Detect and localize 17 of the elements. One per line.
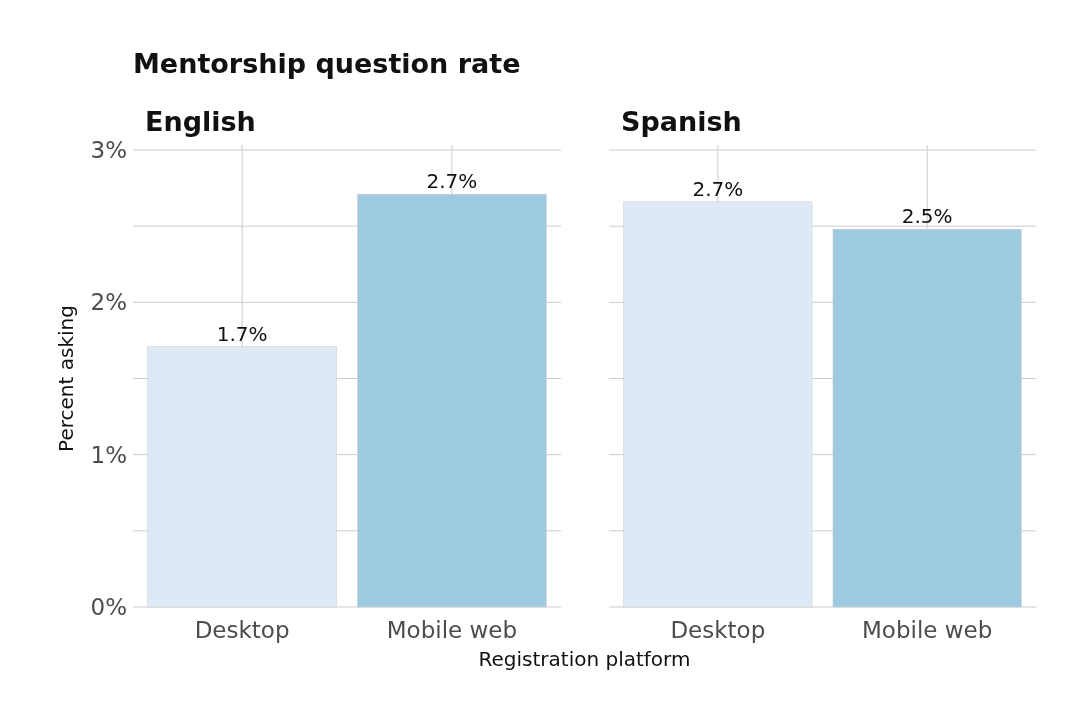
x-tick-label: Desktop (194, 617, 290, 643)
x-tick-label: Desktop (670, 617, 766, 643)
data-label: 2.7% (692, 176, 744, 201)
y-tick-label: 0% (90, 594, 127, 621)
chart-subtitle: Spanish (621, 106, 742, 137)
y-tick-label: 1% (90, 441, 127, 468)
x-axis-title: Registration platform (478, 647, 691, 671)
chart-subtitle: English (145, 106, 256, 137)
x-tick-label: Mobile web (386, 617, 518, 643)
data-label: 2.7% (426, 169, 478, 194)
x-tick-label: Mobile web (861, 617, 993, 643)
data-label: 2.5% (901, 204, 953, 229)
y-tick-label: 2% (90, 289, 127, 316)
data-label: 1.7% (216, 321, 268, 346)
y-tick-label: 3% (90, 137, 127, 164)
chart-title: Mentorship question rate (133, 48, 521, 79)
y-axis-title: Percent asking (54, 305, 78, 452)
